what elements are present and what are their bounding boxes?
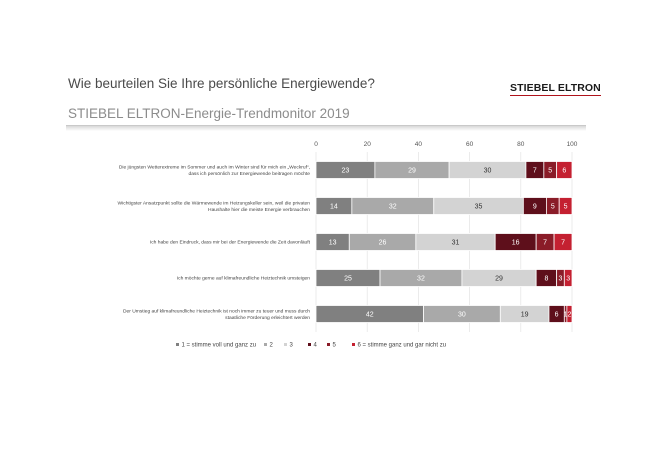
data-label: 19 [521, 312, 529, 319]
bar-segment [553, 233, 573, 251]
x-tick-label: 0 [314, 141, 318, 148]
legend-swatch [284, 343, 287, 346]
category-label: Haushalte hier die meiste Energie verbra… [208, 207, 310, 213]
legend-entry: 2 [270, 343, 274, 349]
category-label: Ich möchte gerne auf klimafreundliche He… [177, 276, 310, 282]
x-tick-label: 100 [567, 141, 578, 148]
x-tick-label: 80 [517, 141, 525, 148]
chart-bars: 23 29 30 7 5 614 32 35 9 5 513 26 31 16 7 725 32 29 8 3 342 3… [315, 161, 573, 323]
category-label: Die jüngsten Wetterextreme im Sommer und… [119, 165, 310, 171]
legend-swatch [176, 343, 179, 346]
page-subtitle: STIEBEL ELTRON-Energie-Trendmonitor 2019 [68, 106, 350, 121]
category-label: Wichtigster Ansatzpunkt sollte die Wärme… [118, 201, 311, 207]
bar-segment [558, 197, 573, 215]
category-label: dass ich persönlich zur Energiewende bei… [188, 171, 310, 177]
data-label: 3 [559, 276, 563, 283]
data-label: 6 [562, 168, 566, 175]
chart-legend: 1 = stimme voll und ganz zu 2 3 4 5 6 = stimm… [176, 343, 446, 349]
bar-segment [563, 269, 573, 287]
data-label: 13 [329, 240, 337, 247]
data-label: 2 [567, 312, 571, 319]
header-divider-line [66, 125, 586, 126]
bar-segment [556, 161, 573, 179]
legend-entry: 5 [333, 343, 337, 349]
category-label: staatliche Förderung erleichtert werden [225, 315, 310, 321]
data-label: 23 [342, 168, 350, 175]
brand-logo: STIEBEL ELTRON [510, 82, 601, 96]
legend-entry: 6 = stimme ganz und gar nicht zu [358, 343, 447, 349]
data-label: 1 [564, 312, 568, 319]
category-label: Ich habe den Eindruck, dass mir bei der … [150, 240, 311, 246]
category-labels: Die jüngsten Wetterextreme im Sommer und… [118, 165, 311, 321]
data-label: 32 [389, 204, 397, 211]
legend-swatch [327, 343, 330, 346]
data-label: 5 [551, 204, 555, 211]
data-label: 29 [408, 168, 416, 175]
data-label: 14 [330, 204, 338, 211]
data-label: 8 [544, 276, 548, 283]
data-label: 25 [344, 276, 352, 283]
data-label: 7 [533, 168, 537, 175]
data-label: 42 [366, 312, 374, 319]
legend-swatch [264, 343, 267, 346]
page-title: Wie beurteilen Sie Ihre persönliche Ener… [68, 76, 375, 91]
bar-segment [566, 305, 573, 323]
x-tick-label: 60 [466, 141, 474, 148]
data-label: 9 [533, 204, 537, 211]
data-label: 30 [458, 312, 466, 319]
x-tick-label: 20 [364, 141, 372, 148]
legend-entry: 4 [314, 343, 318, 349]
category-label: Der Umstieg auf klimafreundliche Heiztec… [123, 309, 310, 315]
data-label: 31 [452, 240, 460, 247]
data-label: 32 [417, 276, 425, 283]
data-label: 7 [543, 240, 547, 247]
data-label: 26 [379, 240, 387, 247]
data-label: 16 [512, 240, 520, 247]
x-axis-ticks: 0 20 40 60 80 100 [314, 141, 578, 148]
legend-swatch [352, 343, 355, 346]
data-label: 29 [495, 276, 503, 283]
legend-entry: 1 = stimme voll und ganz zu [182, 343, 257, 349]
data-label: 7 [561, 240, 565, 247]
data-label: 6 [555, 312, 559, 319]
data-label: 30 [484, 168, 492, 175]
data-label: 35 [475, 204, 483, 211]
data-label: 3 [566, 276, 570, 283]
legend-swatch [308, 343, 311, 346]
data-label: 5 [548, 168, 552, 175]
legend-entry: 3 [290, 343, 294, 349]
header-divider-shadow [66, 126, 586, 131]
data-label: 5 [564, 204, 568, 211]
x-tick-label: 40 [415, 141, 423, 148]
